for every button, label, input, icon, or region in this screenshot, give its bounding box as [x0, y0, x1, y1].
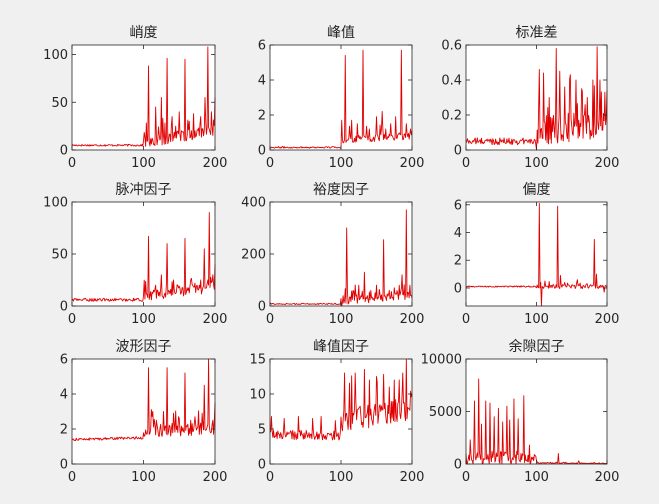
y-tick-label: 5000	[429, 405, 462, 420]
y-tick-label: 15	[249, 353, 266, 368]
x-tick-label: 0	[266, 312, 274, 327]
y-tick-label: 4	[454, 226, 462, 241]
subplot-title: 脉冲因子	[116, 182, 172, 198]
x-tick-label: 100	[131, 156, 156, 171]
y-tick-label: 0	[258, 300, 266, 315]
y-tick-label: 5	[258, 423, 266, 438]
x-tick-label: 100	[131, 470, 156, 485]
subplot-title: 波形因子	[116, 339, 172, 355]
y-tick-label: 6	[454, 198, 462, 213]
plot-area	[466, 359, 607, 464]
y-tick-label: 100	[43, 48, 68, 63]
y-tick-label: 0	[454, 281, 462, 296]
series-line	[71, 46, 216, 147]
x-tick-label: 0	[266, 470, 274, 485]
subplot-6: 0 100 200 0 2 4 6 偏度	[454, 182, 620, 327]
y-tick-label: 6	[258, 39, 266, 54]
x-tick-label: 200	[203, 156, 228, 171]
y-tick-label: 4	[258, 74, 266, 89]
y-tick-label: 2	[60, 423, 68, 438]
x-tick-label: 200	[400, 470, 425, 485]
x-tick-label: 100	[524, 312, 549, 327]
series-line	[71, 211, 216, 302]
x-tick-label: 0	[266, 156, 274, 171]
y-tick-label: 0	[60, 144, 68, 159]
subplot-5: 0 100 200 0 200 400 裕度因子	[241, 182, 424, 327]
subplot-title: 裕度因子	[313, 182, 369, 198]
x-tick-label: 0	[68, 470, 76, 485]
x-tick-label: 200	[400, 312, 425, 327]
y-tick-label: 10	[249, 388, 266, 403]
x-tick-label: 200	[203, 312, 228, 327]
subplot-title: 峰值因子	[313, 339, 369, 355]
subplot-7: 0 100 200 0 2 4 6 波形因子	[60, 339, 228, 485]
series-line	[71, 358, 216, 441]
x-tick-label: 100	[524, 156, 549, 171]
y-tick-label: 0.2	[441, 109, 462, 124]
x-tick-label: 0	[462, 312, 470, 327]
x-tick-label: 200	[595, 156, 620, 171]
x-tick-label: 100	[329, 156, 354, 171]
x-tick-label: 100	[329, 470, 354, 485]
series-line	[269, 358, 413, 441]
y-tick-label: 0	[258, 144, 266, 159]
y-tick-label: 50	[51, 96, 68, 111]
subplot-4: 0 100 200 0 50 100 脉冲因子	[43, 182, 227, 327]
x-tick-label: 200	[203, 470, 228, 485]
y-tick-label: 0	[454, 144, 462, 159]
x-tick-label: 200	[400, 156, 425, 171]
y-tick-label: 0.6	[441, 39, 462, 54]
subplot-8: 0 100 200 0 5 10 15 峰值因子	[249, 339, 424, 485]
x-tick-label: 0	[68, 312, 76, 327]
subplot-3: 0 100 200 0 0.2 0.4 0.6 标准差	[441, 25, 619, 171]
x-tick-label: 0	[68, 156, 76, 171]
y-tick-label: 0	[258, 458, 266, 473]
y-tick-label: 2	[454, 254, 462, 269]
subplot-title: 偏度	[523, 182, 551, 198]
plot-area	[466, 45, 607, 150]
x-tick-label: 200	[595, 312, 620, 327]
y-tick-label: 50	[51, 248, 68, 263]
subplot-title: 余隙因子	[509, 338, 565, 355]
y-tick-label: 0	[60, 458, 68, 473]
y-tick-label: 2	[258, 109, 266, 124]
y-tick-label: 0.4	[441, 74, 462, 89]
subplot-2: 0 100 200 0 2 4 6 峰值	[258, 25, 425, 171]
y-tick-label: 400	[241, 196, 266, 211]
y-tick-label: 4	[60, 388, 68, 403]
x-tick-label: 100	[131, 312, 156, 327]
y-tick-label: 10000	[421, 353, 462, 368]
y-tick-label: 0	[454, 458, 462, 473]
series-line	[269, 209, 413, 307]
x-tick-label: 100	[329, 312, 354, 327]
plot-area	[270, 202, 412, 306]
x-tick-label: 100	[524, 470, 549, 485]
y-tick-label: 6	[60, 353, 68, 368]
plot-area	[72, 45, 215, 150]
subplot-title: 峭度	[130, 25, 158, 41]
plot-area	[466, 202, 607, 306]
subplot-title: 标准差	[516, 25, 558, 41]
plot-area	[72, 359, 215, 464]
x-tick-label: 0	[462, 470, 470, 485]
y-tick-label: 100	[43, 196, 68, 211]
series-line	[465, 202, 608, 307]
x-tick-label: 200	[595, 470, 620, 485]
subplot-9: 0 100 200 0 5000 10000 余隙因子	[421, 338, 620, 485]
subplot-1: 0 100 200 0 50 100 峭度	[43, 25, 227, 171]
subplot-title: 峰值	[327, 25, 355, 41]
x-tick-label: 0	[462, 156, 470, 171]
y-tick-label: 0	[60, 300, 68, 315]
y-tick-label: 200	[241, 248, 266, 263]
